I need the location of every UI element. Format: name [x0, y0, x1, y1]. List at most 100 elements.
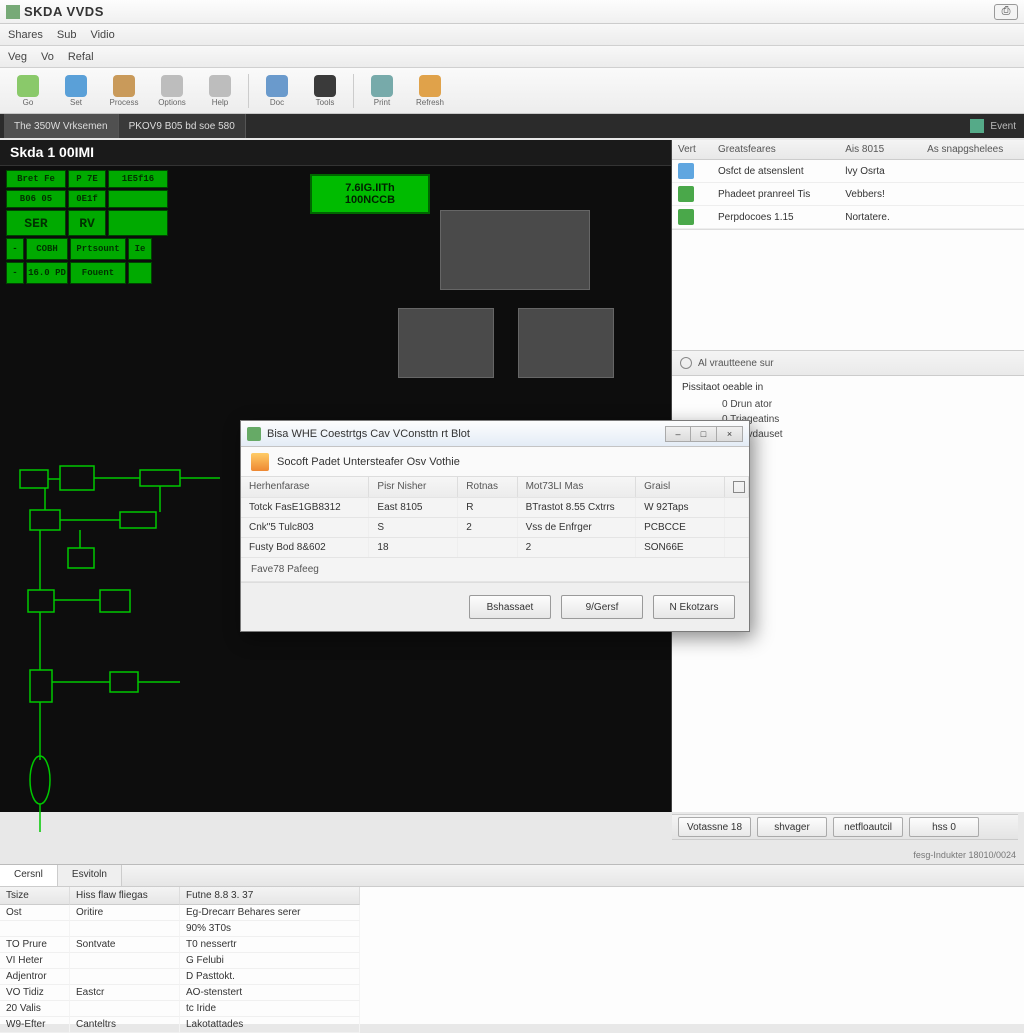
tab[interactable]: The 350W Vrksemen	[4, 114, 119, 138]
toolbar-icon	[266, 75, 288, 97]
menubar-secondary: Veg Vo Refal	[0, 46, 1024, 68]
status-label: Event	[990, 121, 1016, 132]
dash-cell: Bret Fe	[6, 170, 66, 188]
menu-item[interactable]: Refal	[68, 51, 94, 63]
cell: Vss de Enfrger	[518, 518, 637, 537]
lcd-line: 100NCCB	[345, 194, 395, 206]
log-cell: T0 nessertr	[180, 937, 360, 953]
side-row[interactable]: Perpdocoes 1.15Nortatere.	[672, 206, 1024, 229]
menu-item[interactable]: Vo	[41, 51, 54, 63]
log-tab[interactable]: Esvitoln	[58, 865, 122, 886]
log-cell: 20 Valis	[0, 1001, 70, 1017]
log-cell: Adjentror	[0, 969, 70, 985]
log-cell: AO-stenstert	[180, 985, 360, 1001]
canvas-title: Skda 1 00IMI	[0, 140, 671, 166]
toolbar-button[interactable]: Options	[150, 71, 194, 111]
lcd-line: 7.6IG.IITh	[345, 182, 395, 194]
side-section-header[interactable]: Al vrautteene sur	[672, 350, 1024, 376]
dialog-footer: Bshassaet 9/Gersf N Ekotzars	[241, 582, 749, 631]
col-header: As snapgshelees	[927, 144, 1018, 155]
toolbar-button[interactable]: Go	[6, 71, 50, 111]
toolbar-button[interactable]: Help	[198, 71, 242, 111]
status-text: fesg-Indukter 18010/0024	[913, 850, 1016, 860]
side-row[interactable]: Phadeet pranreel TisVebbers!	[672, 183, 1024, 206]
window-help-icon[interactable]: ⎙	[994, 4, 1018, 20]
dash-cell: SER	[6, 210, 66, 236]
close-icon[interactable]: ×	[717, 426, 743, 442]
toolbar-button[interactable]: Print	[360, 71, 404, 111]
cell: Nortatere.	[845, 212, 927, 223]
radio-icon[interactable]	[680, 357, 692, 369]
side-row[interactable]: Osfct de atsenslentlvy Osrta	[672, 160, 1024, 183]
toolbar-button[interactable]: Tools	[303, 71, 347, 111]
tab[interactable]: PKOV9 B05 bd soe 580	[119, 114, 246, 138]
toolbar-button[interactable]: Refresh	[408, 71, 452, 111]
action-button[interactable]: netfloautcil	[833, 817, 903, 837]
toolbar-label: Tools	[316, 98, 335, 107]
row-icon	[678, 186, 694, 202]
log-tab[interactable]: Cersnl	[0, 865, 58, 886]
side-list: Vert Greatsfeares Ais 8015 As snapgshele…	[672, 140, 1024, 230]
tab-right-info: Event	[970, 114, 1024, 138]
dash-cell: COBH	[26, 238, 68, 260]
dash-cell: RV	[68, 210, 106, 236]
menu-item[interactable]: Vidio	[90, 29, 114, 41]
table-row[interactable]: Fusty Bod 8&602182SON66E	[241, 538, 749, 558]
log-header: Tsize	[0, 887, 70, 905]
dash-cell: 16.0 PD	[26, 262, 68, 284]
toolbar-label: Help	[212, 98, 228, 107]
menu-item[interactable]: Veg	[8, 51, 27, 63]
menu-item[interactable]: Sub	[57, 29, 77, 41]
action-button[interactable]: hss 0	[909, 817, 979, 837]
dash-cell	[108, 190, 168, 208]
dash-cell: 0E1f	[68, 190, 106, 208]
cell: Osfct de atsenslent	[718, 166, 845, 177]
log-cell: Sontvate	[70, 937, 180, 953]
toolbar-button[interactable]: Set	[54, 71, 98, 111]
col-header: Herhenfarase	[241, 477, 369, 497]
dialog-subheader: Socoft Padet Untersteafer Osv Vothie	[241, 447, 749, 477]
delete-icon[interactable]	[733, 481, 745, 493]
titlebar: SKDA VVDS ⎙	[0, 0, 1024, 24]
table-row[interactable]: Totck FasE1GB8312East 8105RBTrastot 8.55…	[241, 498, 749, 518]
toolbar-button[interactable]: Process	[102, 71, 146, 111]
app-title: SKDA VVDS	[24, 4, 104, 19]
dash-cell: Prtsount	[70, 238, 126, 260]
toolbar-label: Refresh	[416, 98, 444, 107]
log-cell: Canteltrs	[70, 1017, 180, 1033]
schematic-diagram	[10, 460, 270, 880]
table-row[interactable]: Cnk"5 Tulc803S2Vss de EnfrgerPCBCCE	[241, 518, 749, 538]
menu-item[interactable]: Shares	[8, 29, 43, 41]
cell	[458, 538, 517, 557]
dialog-button[interactable]: N Ekotzars	[653, 595, 735, 619]
action-button[interactable]: Votassne 18	[678, 817, 751, 837]
panel-box	[518, 308, 614, 378]
log-header: Futne 8.8 3. 37	[180, 887, 360, 905]
toolbar-label: Set	[70, 98, 82, 107]
toolbar-label: Go	[23, 98, 34, 107]
dash-cell: P 7E	[68, 170, 106, 188]
cell: 18	[369, 538, 458, 557]
toolbar-icon	[65, 75, 87, 97]
toolbar-icon	[113, 75, 135, 97]
panel-box	[440, 210, 590, 290]
maximize-icon[interactable]: □	[691, 426, 717, 442]
log-cell: W9-Efter	[0, 1017, 70, 1033]
minimize-icon[interactable]: –	[665, 426, 691, 442]
panel-box	[398, 308, 494, 378]
log-cell	[70, 953, 180, 969]
dialog-button[interactable]: 9/Gersf	[561, 595, 643, 619]
dialog-subtitle: Socoft Padet Untersteafer Osv Vothie	[277, 456, 460, 468]
toolbar-button[interactable]: Doc	[255, 71, 299, 111]
list-item[interactable]: 0 Drun ator	[682, 397, 1014, 412]
log-cell	[70, 969, 180, 985]
dialog-button[interactable]: Bshassaet	[469, 595, 551, 619]
toolbar-label: Process	[110, 98, 139, 107]
dialog-note: Fave78 Pafeeg	[241, 558, 749, 582]
cell: S	[369, 518, 458, 537]
col-header: Pisr Nisher	[369, 477, 458, 497]
action-button[interactable]: shvager	[757, 817, 827, 837]
toolbar-icon	[419, 75, 441, 97]
col-header: Ais 8015	[845, 144, 927, 155]
cell: Vebbers!	[845, 189, 927, 200]
